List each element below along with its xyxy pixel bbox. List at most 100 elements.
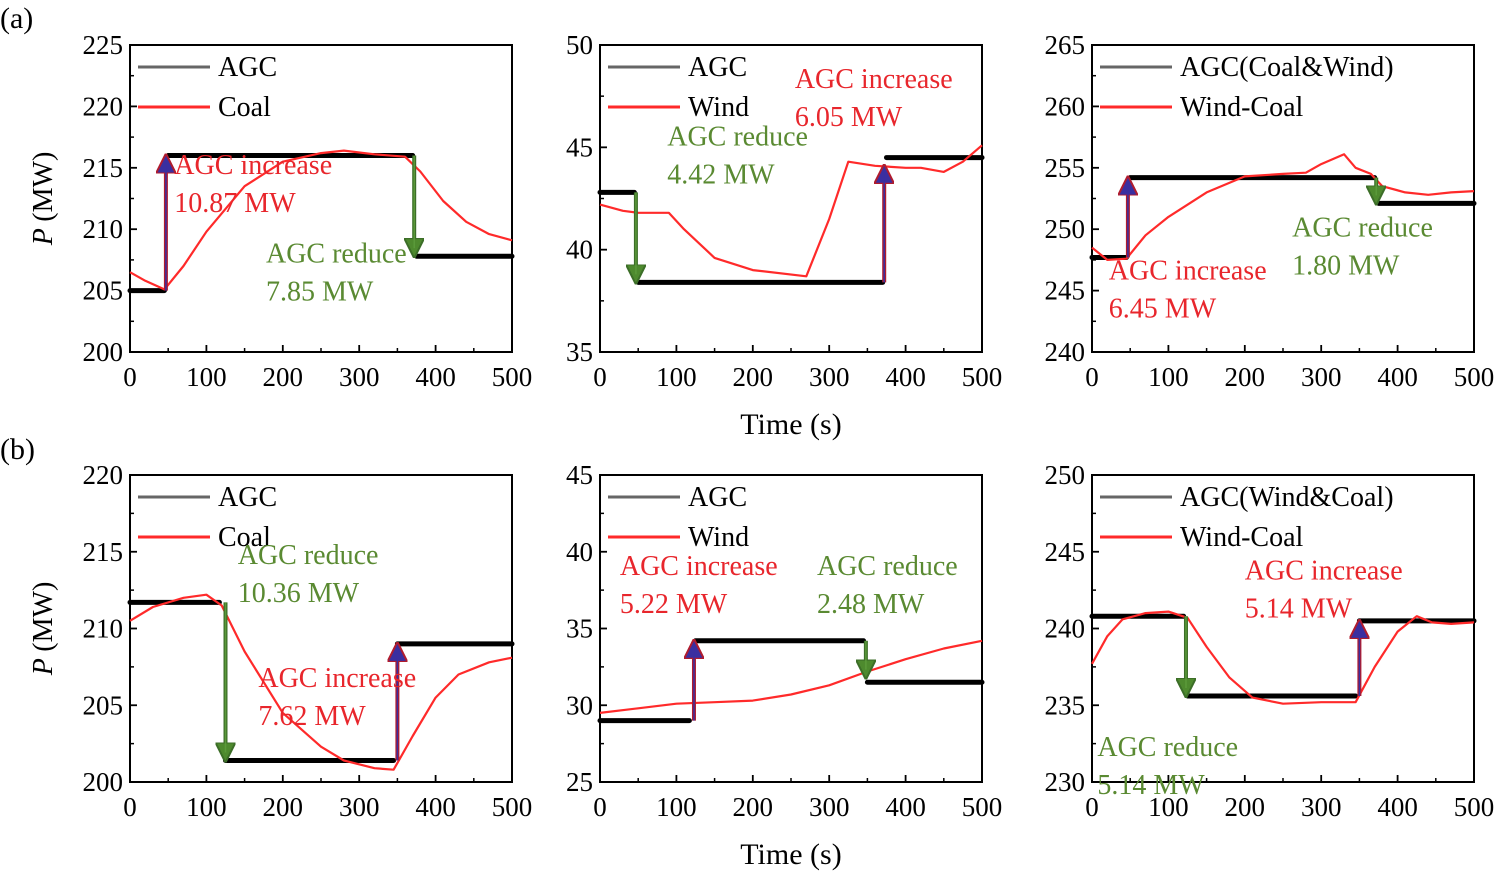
y-tick-label: 220 [83, 460, 124, 490]
annotation-increase-text: AGC increase [258, 663, 416, 694]
legend-label-agc: AGC [218, 482, 277, 513]
legend-label-output: Wind [688, 92, 749, 123]
y-tick-label: 215 [83, 537, 124, 567]
y-tick-label: 250 [1045, 460, 1086, 490]
annotation-increase-text: AGC increase [1109, 256, 1267, 287]
annotation-increase-text: 6.45 MW [1109, 294, 1217, 325]
x-tick-label: 400 [1377, 362, 1418, 392]
y-axis-label: P (MW) [28, 582, 59, 677]
x-tick-label: 0 [593, 792, 607, 822]
y-tick-label: 210 [83, 214, 124, 244]
x-tick-label: 200 [263, 362, 304, 392]
x-tick-label: 300 [339, 362, 380, 392]
x-tick-label: 200 [263, 792, 304, 822]
chart-panel-a3: 240 245 250 255 260 265 0 100 200 300 400 500 AGC(Co… [1045, 30, 1495, 392]
x-tick-label: 0 [593, 362, 607, 392]
y-tick-label: 265 [1045, 30, 1086, 60]
y-tick-label: 215 [83, 153, 124, 183]
x-tick-label: 100 [1148, 792, 1189, 822]
row-label-a: (a) [0, 2, 34, 35]
plot-frame [599, 474, 983, 783]
x-tick-label: 500 [1454, 362, 1495, 392]
output-line [1091, 153, 1475, 261]
legend-label-agc: AGC [688, 482, 747, 513]
y-tick-label: 35 [566, 614, 593, 644]
y-tick-label: 50 [566, 30, 593, 60]
legend-label-agc: AGC(Wind&Coal) [1180, 482, 1394, 513]
y-tick-label: 225 [83, 30, 124, 60]
output-line [1091, 610, 1475, 705]
x-tick-label: 100 [656, 362, 697, 392]
x-tick-label: 500 [492, 362, 533, 392]
annotation-reduce-text: 5.14 MW [1097, 770, 1205, 801]
x-tick-label: 400 [415, 792, 456, 822]
y-tick-label: 210 [83, 614, 124, 644]
x-tick-label: 200 [1225, 792, 1266, 822]
x-tick-label: 300 [1301, 362, 1342, 392]
annotation-increase-text: 5.14 MW [1245, 593, 1353, 624]
x-tick-label: 200 [733, 362, 774, 392]
annotation-increase-text: AGC increase [174, 150, 332, 181]
plot-frame [129, 474, 513, 783]
x-tick-label: 100 [656, 792, 697, 822]
output-line [599, 144, 983, 278]
y-axis-label-unit: (MW) [28, 582, 59, 652]
legend-label-output: Coal [218, 92, 271, 123]
annotation-increase-text: AGC increase [620, 551, 778, 582]
annotation-reduce-text: AGC reduce [1097, 732, 1238, 763]
annotation-reduce-text: AGC reduce [238, 540, 379, 571]
y-tick-label: 255 [1045, 153, 1086, 183]
y-tick-label: 230 [1045, 767, 1086, 797]
x-tick-label: 400 [885, 792, 926, 822]
y-tick-label: 30 [566, 690, 593, 720]
x-axis-label: Time (s) [740, 838, 841, 871]
y-tick-label: 245 [1045, 537, 1086, 567]
x-tick-label: 300 [809, 362, 850, 392]
x-tick-label: 0 [123, 362, 137, 392]
annotation-reduce-text: 2.48 MW [817, 589, 925, 620]
x-tick-label: 300 [1301, 792, 1342, 822]
x-tick-label: 200 [733, 792, 774, 822]
annotation-increase-text: 10.87 MW [174, 188, 296, 219]
y-tick-label: 200 [83, 767, 124, 797]
x-axis-label: Time (s) [740, 408, 841, 441]
legend-label-output: Wind [688, 522, 749, 553]
legend-label-output: Wind-Coal [1180, 92, 1304, 123]
y-tick-label: 205 [83, 276, 124, 306]
legend-label-agc: AGC(Coal&Wind) [1180, 52, 1394, 83]
output-line [129, 593, 513, 771]
y-axis-label-unit: (MW) [28, 152, 59, 222]
y-tick-label: 45 [566, 132, 593, 162]
x-tick-label: 0 [1085, 362, 1099, 392]
legend-label-agc: AGC [218, 52, 277, 83]
x-tick-label: 500 [1454, 792, 1495, 822]
y-tick-label: 40 [566, 235, 593, 265]
x-tick-label: 0 [123, 792, 137, 822]
chart-panel-b3: 230 235 240 245 250 0 100 200 300 400 500 AGC(Wind&… [1045, 460, 1495, 822]
y-axis-label-symbol: P [28, 222, 59, 247]
x-tick-label: 400 [415, 362, 456, 392]
annotation-reduce-text: 1.80 MW [1292, 251, 1400, 282]
x-tick-label: 100 [186, 362, 227, 392]
y-tick-label: 25 [566, 767, 593, 797]
annotation-increase-text: AGC increase [795, 64, 953, 95]
x-tick-label: 0 [1085, 792, 1099, 822]
y-tick-label: 205 [83, 690, 124, 720]
x-tick-label: 100 [1148, 362, 1189, 392]
x-tick-label: 100 [186, 792, 227, 822]
y-tick-label: 220 [83, 91, 124, 121]
row-label-b: (b) [0, 433, 35, 466]
annotation-reduce-text: AGC reduce [667, 121, 808, 152]
annotation-reduce-text: 10.36 MW [238, 578, 360, 609]
y-tick-label: 40 [566, 537, 593, 567]
y-tick-label: 235 [1045, 690, 1086, 720]
annotation-increase-text: AGC increase [1245, 555, 1403, 586]
output-line [129, 149, 513, 291]
y-tick-label: 45 [566, 460, 593, 490]
x-tick-label: 300 [339, 792, 380, 822]
annotation-reduce-text: AGC reduce [266, 238, 407, 269]
output-line [599, 639, 983, 714]
y-tick-label: 260 [1045, 91, 1086, 121]
